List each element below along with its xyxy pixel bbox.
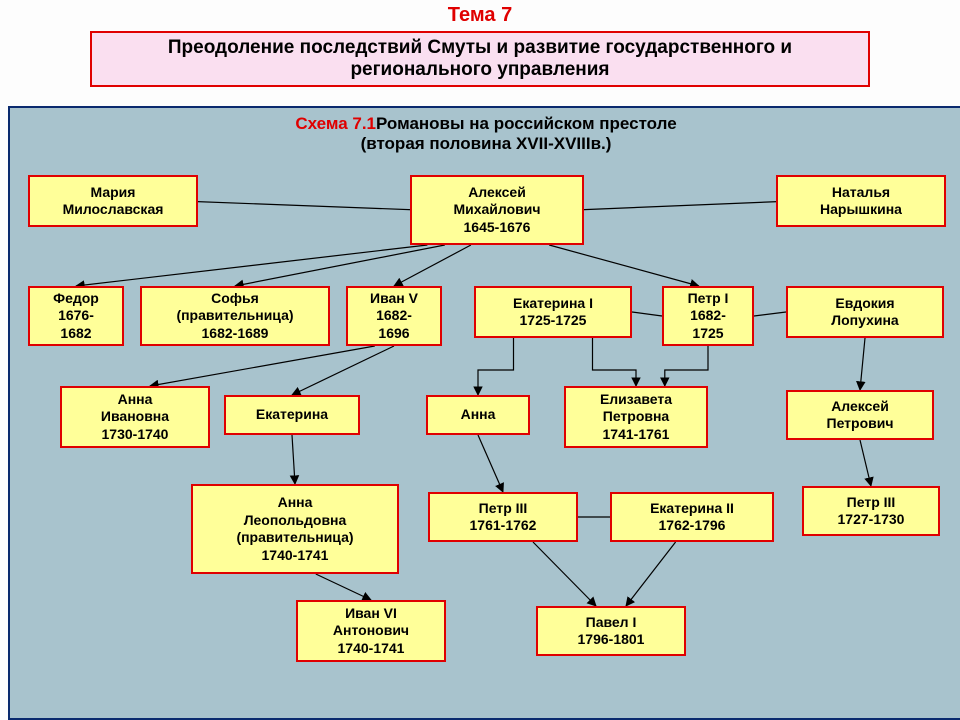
node-anna: Анна: [426, 395, 530, 435]
node-petr3b: Петр III1727-1730: [802, 486, 940, 536]
node-maria: МарияМилославская: [28, 175, 198, 227]
node-eliz: ЕлизаветаПетровна1741-1761: [564, 386, 708, 448]
schema-rest: Романовы на российском престоле (вторая …: [361, 114, 677, 153]
edge-alexP-petr3b: [860, 440, 871, 486]
edge-ekat2-pavel: [626, 542, 676, 606]
edge-ekat1-eliz: [593, 338, 637, 386]
edge-maria-alexei: [181, 201, 419, 210]
edge-petr1-eliz: [665, 346, 708, 386]
edge-petr1-ekat1: [632, 312, 662, 316]
edge-ekat-annaL: [292, 435, 295, 484]
edge-petr3-pavel: [533, 542, 596, 606]
schema-prefix: Схема 7.1: [295, 114, 376, 133]
node-annaL: АннаЛеопольдовна(правительница)1740-1741: [191, 484, 399, 574]
edge-alexei-sophia: [235, 245, 445, 286]
edge-anna-petr3: [478, 435, 503, 492]
subtitle-box: Преодоление последствий Смуты и развитие…: [90, 31, 870, 87]
node-pavel: Павел I1796-1801: [536, 606, 686, 656]
node-ekat: Екатерина: [224, 395, 360, 435]
diagram-panel: Схема 7.1Романовы на российском престоле…: [8, 106, 960, 720]
edge-ivan5-annaIv: [150, 346, 375, 386]
node-alexP: АлексейПетрович: [786, 390, 934, 440]
edge-alexei-fedor: [76, 245, 427, 286]
node-ekat1: Екатерина I1725-1725: [474, 286, 632, 338]
edge-alexei-petr1: [549, 245, 699, 286]
node-fedor: Федор1676-1682: [28, 286, 124, 346]
node-sophia: Софья(правительница)1682-1689: [140, 286, 330, 346]
edge-annaL-ivan6: [316, 574, 371, 600]
edge-petr1-evdokia: [754, 312, 786, 316]
subtitle-text: Преодоление последствий Смуты и развитие…: [168, 37, 792, 80]
node-alexei: АлексейМихайлович1645-1676: [410, 175, 584, 245]
node-petr1: Петр I1682-1725: [662, 286, 754, 346]
node-evdokia: ЕвдокияЛопухина: [786, 286, 944, 338]
node-ivan6: Иван VIАнтонович1740-1741: [296, 600, 446, 662]
edge-ekat1-anna: [478, 338, 514, 395]
edge-ivan5-ekat: [292, 346, 394, 395]
edge-alexei-ivan5: [394, 245, 471, 286]
node-ekat2: Екатерина II1762-1796: [610, 492, 774, 542]
node-natalia: НатальяНарышкина: [776, 175, 946, 227]
node-annaIv: АннаИвановна1730-1740: [60, 386, 210, 448]
node-ivan5: Иван V1682-1696: [346, 286, 442, 346]
schema-title: Схема 7.1Романовы на российском престоле…: [10, 108, 960, 164]
edge-alexei-natalia: [575, 201, 793, 210]
edge-evdokia-alexP: [860, 338, 865, 390]
topic-heading: Тема 7: [0, 0, 960, 27]
node-petr3: Петр III1761-1762: [428, 492, 578, 542]
